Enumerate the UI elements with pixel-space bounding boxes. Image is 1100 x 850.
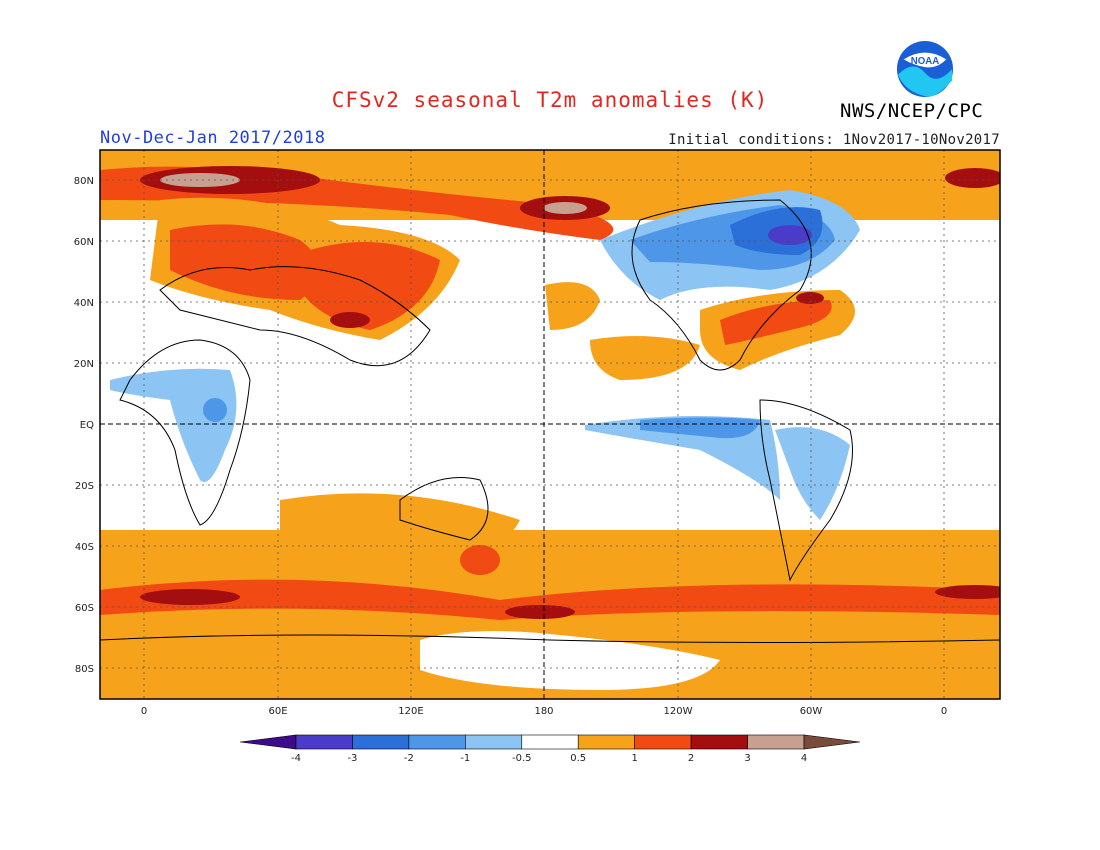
- colorbar-label: -1: [460, 753, 470, 764]
- forecast-period: Nov-Dec-Jan 2017/2018: [100, 128, 326, 148]
- colorbar-swatch: [747, 734, 805, 750]
- colorbar-label: -4: [291, 753, 301, 764]
- colorbar-swatch: [465, 734, 523, 750]
- lon-label: 180: [534, 706, 553, 717]
- lat-label: 80S: [75, 664, 94, 675]
- colorbar-swatch: [352, 734, 410, 750]
- lon-label: 120W: [664, 706, 693, 717]
- initial-conditions: Initial conditions: 1Nov2017-10Nov2017: [668, 132, 1000, 148]
- noaa-logo: NOAA: [896, 40, 954, 98]
- colorbar-swatch: [803, 734, 861, 750]
- lat-label: 80N: [74, 176, 94, 187]
- colorbar-label: -2: [404, 753, 414, 764]
- anomaly-fields: [100, 150, 1000, 699]
- colorbar-label: -3: [347, 753, 357, 764]
- lon-label: 120E: [398, 706, 423, 717]
- lon-label: 60W: [800, 706, 823, 717]
- colorbar-swatch: [408, 734, 466, 750]
- lat-label: 20S: [75, 481, 94, 492]
- lat-label: 40S: [75, 542, 94, 553]
- lon-label: 60E: [268, 706, 287, 717]
- colorbar-label: 2: [688, 753, 694, 764]
- colorbar-label: 4: [801, 753, 807, 764]
- colorbar-swatch: [295, 734, 353, 750]
- lat-lon-grid: [100, 150, 1000, 699]
- coastlines: [100, 199, 1000, 643]
- colorbar-label: 0.5: [570, 753, 586, 764]
- colorbar-swatch: [577, 734, 635, 750]
- lon-label: 0: [941, 706, 947, 717]
- colorbar-swatch: [521, 734, 579, 750]
- colorbar-swatch: [239, 734, 297, 750]
- colorbar-label: 1: [631, 753, 637, 764]
- reference-lines: [100, 150, 1000, 699]
- lat-label: 60N: [74, 237, 94, 248]
- longitude-labels: 0 60E 120E 180 120W 60W 0: [141, 706, 947, 717]
- colorbar: -4 -3 -2 -1 -0.5 0.5 1 2 3 4: [239, 734, 861, 764]
- latitude-labels: 80N 60N 40N 20N EQ 20S 40S 60S 80S: [74, 176, 94, 675]
- lat-label: 40N: [74, 298, 94, 309]
- lat-label: 60S: [75, 603, 94, 614]
- colorbar-label: 3: [744, 753, 750, 764]
- map-title: CFSv2 seasonal T2m anomalies (K): [331, 88, 769, 112]
- lat-label: 20N: [74, 359, 94, 370]
- lat-label: EQ: [80, 420, 94, 431]
- logo-text: NOAA: [911, 56, 939, 67]
- colorbar-swatch: [690, 734, 748, 750]
- colorbar-swatch: [634, 734, 692, 750]
- lon-label: 0: [141, 706, 147, 717]
- agency-label: NWS/NCEP/CPC: [840, 100, 984, 122]
- colorbar-label: -0.5: [512, 753, 532, 764]
- map-frame: [99, 149, 1001, 700]
